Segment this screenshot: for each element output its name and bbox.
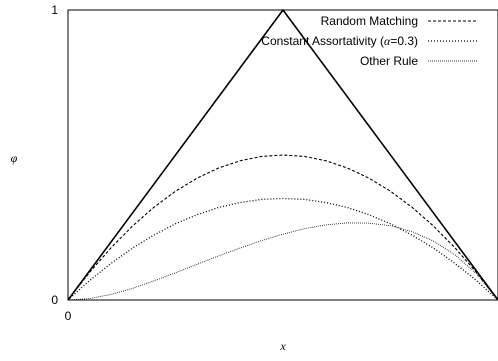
legend-constant-alpha: α (384, 34, 391, 48)
x-tick-label-0: 0 (65, 309, 72, 323)
y-tick-label-0: 0 (51, 293, 58, 307)
series-line-random (67, 154, 498, 301)
legend-constant-suffix: =0.3) (390, 34, 418, 48)
legend-label-other-rule: Other Rule (360, 54, 418, 68)
y-axis-label: φ (11, 151, 18, 165)
x-axis-label: x (279, 339, 286, 353)
legend-label-constant-assortativity: Constant Assortativity (α=0.3) (261, 34, 418, 48)
legend: Random Matching Constant Assortativity (… (261, 14, 478, 68)
tick-layer: 0 1 0 (51, 3, 73, 323)
series-line-constant (67, 197, 498, 301)
legend-constant-prefix: Constant Assortativity ( (261, 34, 384, 48)
series-line-bound (67, 9, 498, 301)
legend-label-random-matching: Random Matching (321, 14, 418, 28)
y-tick-label-1: 1 (51, 3, 58, 17)
series-line-other (67, 222, 498, 301)
series-layer (67, 9, 498, 301)
plot-frame (67, 9, 498, 301)
